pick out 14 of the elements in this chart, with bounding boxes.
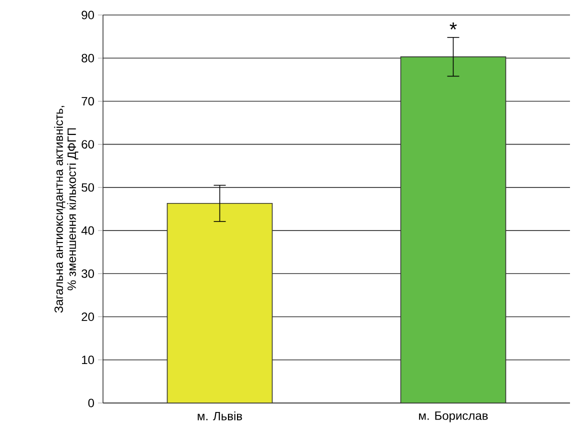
y-tick-label: 70 bbox=[82, 96, 94, 106]
y-tick-label: 10 bbox=[82, 356, 94, 364]
y-tick-label: 90 bbox=[82, 10, 94, 20]
y-tick-label: 30 bbox=[82, 269, 94, 278]
y-tick-label: 80 bbox=[82, 54, 94, 62]
y-tick-label: 0 bbox=[88, 398, 94, 408]
y-tick-label: 60 bbox=[82, 140, 94, 149]
y-tick-label: 40 bbox=[81, 226, 94, 235]
y-tick-label: 50 bbox=[82, 183, 94, 192]
x-tick-label: м. Борислав bbox=[419, 412, 488, 422]
y-axis-title: Загальна антиоксидантна активність, % зменшення кількості ДФГП bbox=[54, 106, 78, 313]
y-tick-label: 20 bbox=[82, 312, 94, 322]
annotation: * bbox=[450, 22, 457, 30]
x-tick-label: м. Львів bbox=[198, 412, 242, 420]
